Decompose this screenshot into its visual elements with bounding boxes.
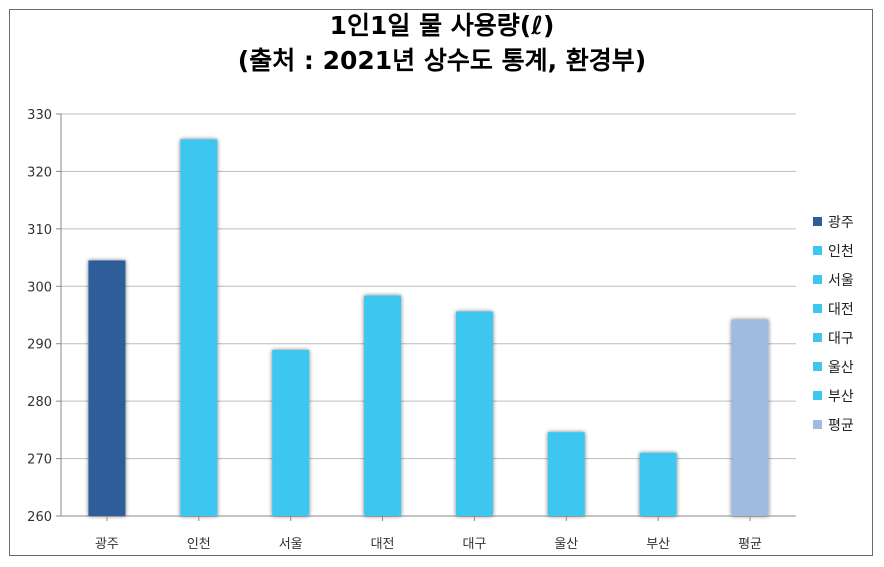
y-tick-label: 300: [27, 280, 52, 295]
x-tick-label: 광주: [95, 537, 119, 552]
legend-swatch: [813, 362, 822, 371]
legend-entry: 인천: [828, 244, 854, 260]
bar-대전: [364, 295, 402, 516]
chart-frame: [9, 9, 873, 556]
legend-entry: 대전: [828, 302, 854, 318]
legend-entry: 광주: [828, 215, 854, 231]
x-tick-label: 대구: [462, 537, 486, 552]
legend-swatch: [813, 391, 822, 400]
legend-swatch: [813, 333, 822, 342]
chart-title: 1인1일 물 사용량(ℓ): [329, 11, 555, 40]
bar-광주: [88, 260, 126, 516]
legend-swatch: [813, 217, 822, 226]
y-tick-label: 320: [27, 165, 52, 180]
chart-subtitle: (출처 : 2021년 상수도 통계, 환경부): [237, 46, 647, 75]
legend-swatch: [813, 275, 822, 284]
y-tick-label: 270: [27, 453, 52, 468]
y-tick-label: 280: [27, 395, 52, 410]
legend-entry: 대구: [828, 331, 854, 347]
legend-swatch: [813, 246, 822, 255]
legend-entry: 평균: [828, 418, 854, 434]
legend-entry: 부산: [828, 389, 854, 405]
bar-부산: [639, 452, 677, 516]
legend-entry: 서울: [828, 273, 854, 289]
x-tick-label: 울산: [554, 537, 578, 552]
legend-entry: 울산: [828, 360, 854, 376]
y-tick-label: 290: [27, 338, 52, 353]
bar-서울: [272, 350, 310, 516]
legend-swatch: [813, 420, 822, 429]
y-tick-label: 330: [27, 108, 52, 123]
y-tick-label: 310: [27, 223, 52, 238]
x-tick-label: 대전: [371, 537, 395, 552]
y-tick-label: 260: [27, 510, 52, 525]
bar-인천: [180, 139, 218, 517]
x-tick-label: 평균: [738, 537, 762, 552]
bar-울산: [547, 432, 585, 516]
legend-swatch: [813, 304, 822, 313]
bar-대구: [455, 311, 493, 516]
x-tick-label: 부산: [646, 537, 670, 552]
bar-평균: [731, 319, 769, 516]
x-tick-label: 인천: [187, 537, 211, 552]
x-tick-label: 서울: [279, 537, 303, 552]
